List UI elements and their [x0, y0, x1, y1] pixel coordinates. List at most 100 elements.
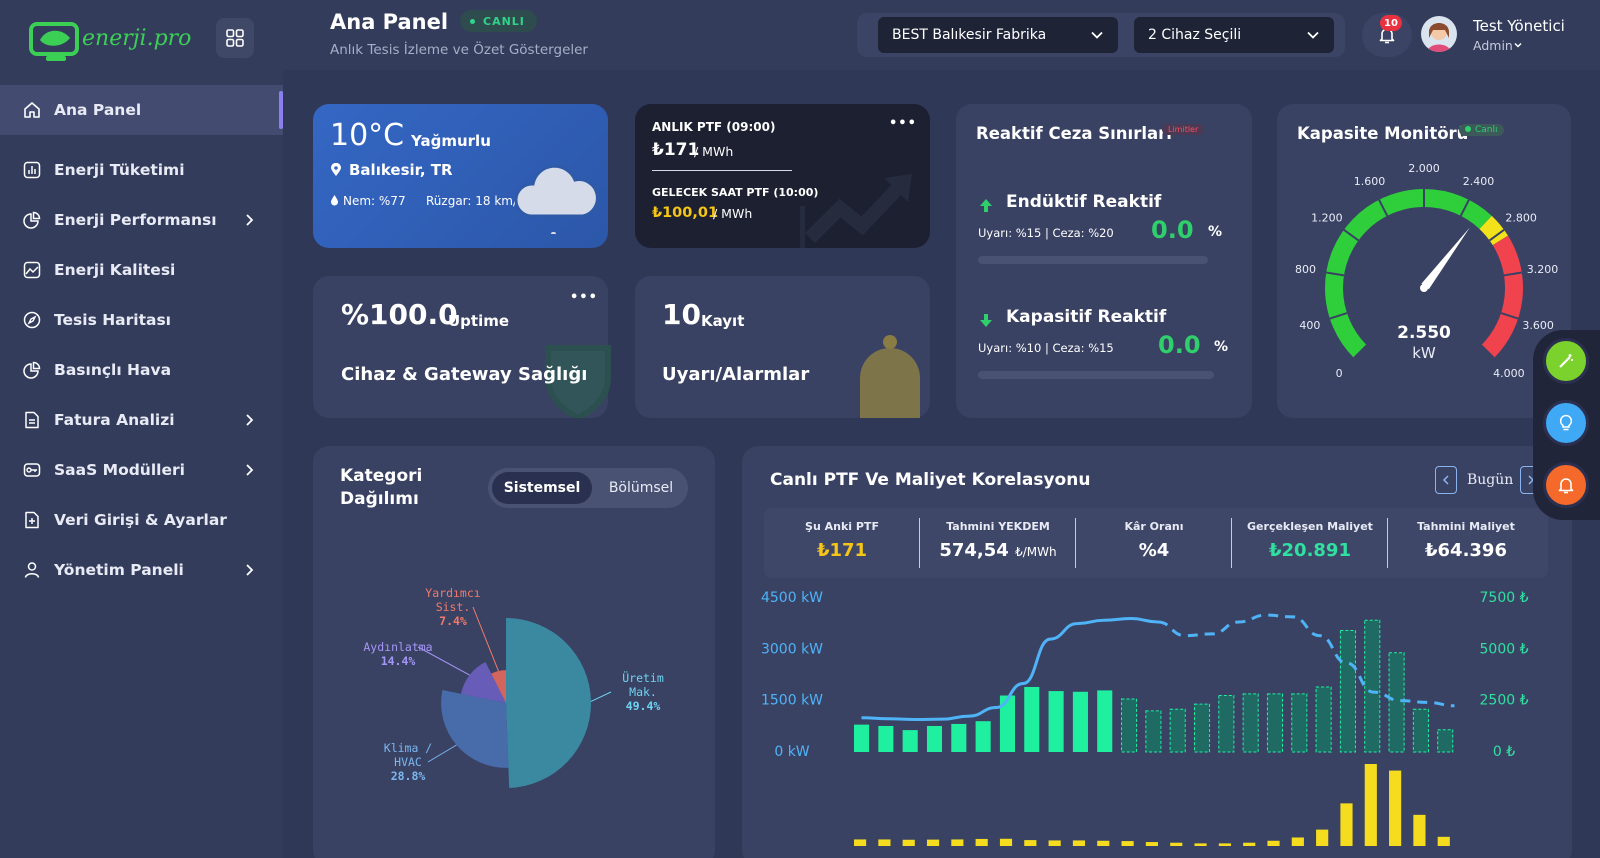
pie-slice: [506, 618, 592, 788]
ptf-next-value: ₺100,01: [652, 205, 719, 221]
consumption-bar: [975, 721, 991, 752]
bell-icon: [860, 335, 920, 418]
pie-label: Aydınlatma: [363, 640, 432, 654]
cost-bar: [1340, 803, 1353, 846]
sidebar-nav: Ana Panel Enerji Tüketimi Enerji Perform…: [0, 85, 283, 595]
consumption-bar: [1097, 690, 1113, 752]
tab-sistemsel[interactable]: Sistemsel: [492, 472, 592, 504]
user-role[interactable]: Admin: [1473, 38, 1523, 53]
lightbulb-icon: [1559, 414, 1573, 431]
pie-label: Üretim: [622, 669, 664, 685]
sidebar-item-basincli-hava[interactable]: Basınçlı Hava: [0, 345, 283, 395]
facility-select-value: BEST Balıkesir Fabrika: [892, 27, 1047, 43]
category-title-line2: Dağılımı: [340, 489, 419, 509]
avatar[interactable]: [1421, 16, 1457, 52]
inductive-progress: [978, 256, 1208, 264]
logo[interactable]: enerji.pro: [28, 18, 192, 68]
tab-bolumsel[interactable]: Bölümsel: [608, 480, 674, 496]
gauge-hub: [1420, 284, 1428, 292]
consumption-bar: [1024, 686, 1040, 752]
grid-icon: [226, 29, 244, 47]
cost-bar: [1097, 840, 1110, 846]
facility-select[interactable]: BEST Balıkesir Fabrika: [878, 17, 1118, 53]
prev-day-button[interactable]: [1435, 466, 1457, 494]
category-title-line1: Kategori: [340, 466, 423, 486]
cost-bar: [1048, 840, 1061, 846]
kpi-value: ₺171: [816, 540, 868, 561]
tips-button[interactable]: [1543, 400, 1589, 446]
chevron-right-icon: [241, 212, 257, 228]
gauge-tick: [1326, 271, 1345, 277]
forecast-bar: [1291, 693, 1308, 753]
uptime-value: %100.0: [341, 298, 458, 331]
capacitive-unit: %: [1214, 339, 1229, 355]
gauge-tick: [1503, 271, 1522, 277]
kpi-yekdem: Tahmini YEKDEM 574,54 ₺/MWh: [920, 508, 1076, 578]
kpi-label: Tahmini Maliyet: [1417, 520, 1515, 533]
uptime-menu-button[interactable]: •••: [570, 290, 598, 305]
pie-percent: 14.4%: [381, 654, 416, 668]
gauge-tick: [1500, 312, 1519, 320]
logo-text: enerji.pro: [82, 26, 192, 51]
sidebar-item-saas-modulleri[interactable]: SaaS Modülleri: [0, 445, 283, 495]
sidebar-item-veri-girisi-ayarlar[interactable]: Veri Girişi & Ayarlar: [0, 495, 283, 545]
inductive-title: Endüktif Reaktif: [1006, 192, 1162, 212]
user-name[interactable]: Test Yönetici: [1473, 17, 1565, 35]
sidebar-item-ana-panel[interactable]: Ana Panel: [0, 85, 283, 135]
consumption-line: [861, 617, 1159, 721]
sidebar-item-tesis-haritasi[interactable]: Tesis Haritası: [0, 295, 283, 345]
uptime-card: %100.0 Uptime ••• Cihaz & Gateway Sağlığ…: [313, 276, 611, 418]
shield-icon: [545, 345, 611, 418]
floating-actions: [1533, 330, 1600, 520]
forecast-bar: [1218, 695, 1235, 753]
magic-wand-button[interactable]: [1543, 338, 1589, 384]
capacity-badge: Canlı: [1459, 124, 1504, 136]
device-select[interactable]: 2 Cihaz Seçili: [1134, 17, 1334, 53]
sidebar-item-yonetim-paneli[interactable]: Yönetim Paneli: [0, 545, 283, 595]
alerts-button[interactable]: [1543, 462, 1589, 508]
sidebar-item-fatura-analizi[interactable]: Fatura Analizi: [0, 395, 283, 445]
pie-label: Klima /: [384, 741, 433, 755]
droplet-icon: [331, 195, 338, 206]
pie-leader-line: [590, 691, 612, 702]
gauge-tick: [1329, 312, 1348, 320]
cost-bar: [1170, 842, 1183, 846]
gauge-needle: [1421, 227, 1470, 290]
alarms-unit: Kayıt: [701, 312, 745, 330]
location-pin-icon: [331, 163, 341, 176]
ptf-menu-button[interactable]: •••: [889, 116, 917, 131]
weather-humidity: Nem: %77: [343, 194, 406, 208]
sidebar-item-enerji-tuketimi[interactable]: Enerji Tüketimi: [0, 145, 283, 195]
y-axis-left-tick: 1500 kW: [761, 693, 823, 709]
category-tab-switch: Sistemsel Bölümsel: [488, 468, 688, 508]
page-subtitle: Anlık Tesis İzleme ve Özet Göstergeler: [330, 42, 588, 58]
pie-leader-line: [472, 606, 499, 672]
sidebar-item-label: Enerji Tüketimi: [54, 161, 185, 179]
consumption-bar: [999, 695, 1015, 752]
gauge-tick-label: 1.200: [1311, 211, 1343, 224]
y-axis-left-tick: 3000 kW: [761, 641, 823, 657]
kpi-value: ₺64.396: [1425, 540, 1507, 561]
ptf-now-label: ANLIK PTF (09:00): [652, 120, 776, 134]
weather-card: 10°C Yağmurlu Balıkesir, TR Nem: %77 Rüz…: [313, 104, 608, 248]
forecast-bar: [1315, 686, 1332, 753]
chevron-down-icon: [1306, 28, 1320, 42]
weather-location: Balıkesir, TR: [349, 161, 453, 179]
forecast-bar: [1412, 708, 1429, 753]
gauge-yellow-band: [1479, 215, 1509, 246]
sidebar-item-enerji-performansi[interactable]: Enerji Performansı: [0, 195, 283, 245]
sidebar-item-enerji-kalitesi[interactable]: Enerji Kalitesi: [0, 245, 283, 295]
gauge-tick-label: 400: [1299, 319, 1320, 332]
file-plus-icon: [22, 510, 42, 530]
capacity-badge-label: Canlı: [1475, 125, 1498, 135]
cloud-rain-icon: [514, 164, 599, 234]
consumption-bar: [951, 723, 967, 752]
cost-bar: [1243, 842, 1256, 846]
forecast-bar: [1339, 630, 1356, 753]
alarms-card[interactable]: 10 Kayıt Uyarı/Alarmlar: [635, 276, 930, 418]
y-axis-left-tick: 0 kW: [774, 744, 809, 760]
cost-bar: [1291, 837, 1304, 846]
apps-grid-button[interactable]: [216, 18, 254, 58]
pie-label: HVAC: [394, 755, 422, 769]
capacitive-limits: Uyarı: %10 | Ceza: %15: [978, 341, 1114, 355]
